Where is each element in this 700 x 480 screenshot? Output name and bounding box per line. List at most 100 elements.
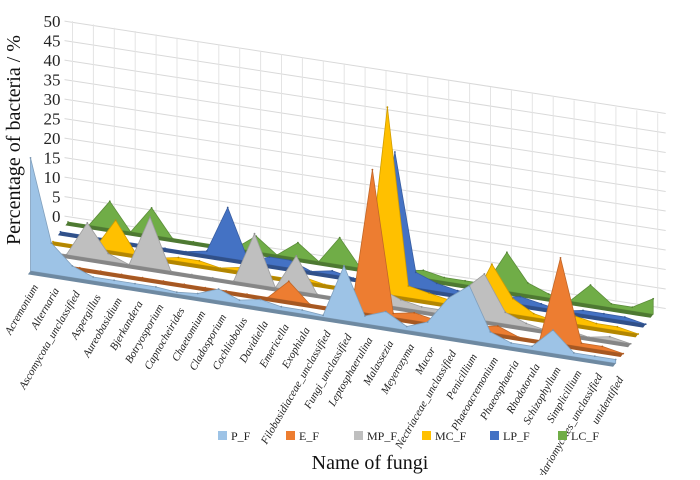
data-point [205, 250, 208, 252]
data-point [310, 270, 313, 273]
data-point [323, 283, 326, 286]
y-tick-label: 30 [44, 90, 61, 109]
data-point [190, 273, 193, 276]
data-point [259, 298, 262, 301]
legend-swatch [422, 431, 431, 440]
data-point [540, 302, 543, 305]
data-point [114, 219, 117, 222]
data-point [464, 279, 466, 282]
data-point [232, 280, 235, 282]
data-point [644, 323, 647, 326]
data-point [399, 298, 402, 301]
data-point [71, 265, 74, 267]
data-point [616, 325, 619, 328]
data-point [67, 221, 69, 223]
data-point [322, 314, 324, 317]
data-point [78, 266, 81, 269]
data-point [483, 273, 486, 275]
y-tick-label: 0 [52, 207, 61, 226]
data-point [414, 271, 417, 274]
legend-label: LC_F [571, 429, 599, 443]
data-point [192, 240, 195, 243]
data-point [128, 263, 131, 266]
data-point [50, 242, 53, 245]
legend-swatch [286, 431, 295, 440]
data-point [622, 352, 625, 355]
data-point [185, 250, 187, 253]
data-point [392, 312, 395, 315]
data-point [175, 291, 178, 294]
data-point [343, 265, 345, 267]
legend-swatch [558, 431, 567, 440]
data-point [559, 257, 562, 259]
data-point [532, 312, 535, 315]
data-point [428, 292, 431, 295]
data-point [287, 280, 290, 283]
data-point [384, 310, 387, 313]
y-tick-label: 40 [44, 51, 61, 70]
data-point [141, 276, 144, 279]
data-point [170, 270, 172, 273]
data-point [276, 254, 278, 256]
data-point [593, 355, 596, 358]
data-point [506, 251, 508, 254]
data-point [610, 303, 613, 305]
legend-label: MP_F [367, 429, 397, 443]
data-point [177, 256, 180, 259]
series-areas [27, 106, 655, 367]
data-point [394, 151, 396, 153]
data-point [405, 325, 408, 328]
data-point [422, 269, 425, 272]
data-point [525, 322, 528, 325]
data-point [217, 288, 220, 290]
data-point [552, 329, 554, 331]
data-point [371, 168, 374, 171]
series-p-f [27, 157, 617, 367]
data-point [297, 241, 299, 244]
y-tick-label: 25 [44, 110, 61, 129]
y-axis-title: Percentage of bacteria / % [3, 35, 25, 245]
data-point [526, 282, 529, 284]
data-point [134, 282, 136, 285]
legend: P_F E_F MP_F MC_F LP_F LC_F [218, 429, 599, 443]
data-point [608, 335, 611, 338]
y-tick-label: 15 [44, 149, 61, 168]
data-point [164, 247, 166, 250]
data-point [489, 331, 492, 333]
data-point [413, 311, 416, 314]
data-point [595, 322, 598, 325]
data-point [196, 292, 199, 295]
data-point [504, 311, 507, 314]
data-point [308, 303, 311, 305]
data-point [295, 255, 298, 257]
data-point [631, 306, 634, 309]
data-point [331, 269, 334, 272]
data-point [531, 345, 533, 348]
data-point [491, 263, 493, 265]
data-point [108, 200, 111, 203]
data-point [637, 333, 640, 335]
data-point [652, 297, 655, 300]
x-axis-ticks: AcremoniumAlternariaAscomycota_unclassif… [2, 282, 626, 480]
data-point [603, 312, 605, 315]
data-point [496, 325, 499, 327]
data-point [267, 296, 269, 299]
legend-label: LP_F [503, 429, 530, 443]
y-tick-label: 10 [44, 168, 61, 187]
x-axis-title: Name of fungi [312, 452, 429, 474]
data-point [301, 309, 304, 311]
data-point [582, 309, 584, 312]
data-point [219, 267, 222, 269]
data-point [614, 358, 617, 361]
data-point [268, 256, 271, 258]
data-point [280, 305, 283, 308]
data-point [435, 282, 438, 285]
legend-swatch [218, 431, 227, 440]
y-tick-label: 5 [52, 188, 61, 207]
data-point [120, 273, 123, 276]
data-point [519, 295, 522, 298]
chart-back-wall [64, 20, 666, 310]
data-point [225, 290, 228, 292]
data-point [580, 342, 583, 344]
